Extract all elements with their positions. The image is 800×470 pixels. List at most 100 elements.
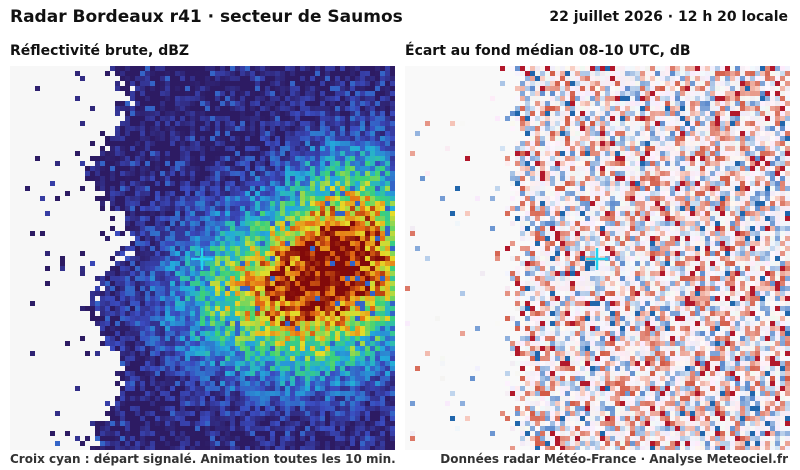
reflectivity-cell [235,126,240,131]
reflectivity-cell [295,221,300,226]
reflectivity-cell [165,321,170,326]
reflectivity-cell [150,286,155,291]
reflectivity-cell [315,221,320,226]
reflectivity-cell [200,271,205,276]
reflectivity-cell [240,361,245,366]
reflectivity-cell [195,391,200,396]
reflectivity-cell [155,181,160,186]
reflectivity-cell [330,146,335,151]
reflectivity-cell [360,426,365,431]
reflectivity-cell [180,81,185,86]
reflectivity-cell [140,351,145,356]
reflectivity-cell [175,286,180,291]
reflectivity-cell [300,86,305,91]
anomaly-cell [605,111,610,116]
reflectivity-cell [295,291,300,296]
reflectivity-cell [375,161,380,166]
reflectivity-cell [385,326,390,331]
reflectivity-cell [175,91,180,96]
reflectivity-cell [260,311,265,316]
reflectivity-cell [110,146,115,151]
reflectivity-cell [150,216,155,221]
reflectivity-cell [300,331,305,336]
reflectivity-cell [345,416,350,421]
reflectivity-cell [100,421,105,426]
reflectivity-cell [285,261,290,266]
reflectivity-cell [175,431,180,436]
reflectivity-cell [375,301,380,306]
anomaly-cell [730,101,735,106]
reflectivity-cell [370,356,375,361]
reflectivity-cell [120,426,125,431]
anomaly-cell [735,66,740,71]
reflectivity-cell [250,146,255,151]
reflectivity-cell [200,231,205,236]
reflectivity-cell [245,406,250,411]
reflectivity-cell [355,346,360,351]
reflectivity-cell [385,431,390,436]
reflectivity-cell [320,426,325,431]
reflectivity-cell [370,196,375,201]
reflectivity-cell [360,326,365,331]
reflectivity-cell [295,351,300,356]
reflectivity-cell [320,71,325,76]
reflectivity-cell [265,311,270,316]
reflectivity-cell [305,141,310,146]
reflectivity-cell [195,411,200,416]
reflectivity-cell [390,406,395,411]
reflectivity-cell [265,266,270,271]
anomaly-cell [720,71,725,76]
reflectivity-cell [145,416,150,421]
reflectivity-cell [350,216,355,221]
reflectivity-cell [290,376,295,381]
reflectivity-cell [150,66,155,71]
reflectivity-cell [140,111,145,116]
reflectivity-cell [180,286,185,291]
reflectivity-cell [185,356,190,361]
reflectivity-cell [350,101,355,106]
anomaly-cell [665,71,670,76]
reflectivity-cell [360,261,365,266]
reflectivity-map[interactable] [10,66,395,450]
anomaly-cell [670,71,675,76]
reflectivity-cell [310,271,315,276]
reflectivity-cell [275,91,280,96]
reflectivity-cell [360,401,365,406]
anomaly-cell [540,111,545,116]
reflectivity-cell [215,416,220,421]
anomaly-cell [560,71,565,76]
reflectivity-cell [125,336,130,341]
reflectivity-cell [140,196,145,201]
reflectivity-cell [235,86,240,91]
reflectivity-cell [140,421,145,426]
reflectivity-cell [385,156,390,161]
anomaly-cell [515,66,520,71]
reflectivity-cell [110,446,115,450]
anomaly-map[interactable] [405,66,790,450]
reflectivity-cell [320,386,325,391]
reflectivity-cell [260,426,265,431]
reflectivity-cell [195,421,200,426]
reflectivity-cell [255,66,260,71]
reflectivity-cell [200,306,205,311]
reflectivity-cell [150,441,155,446]
reflectivity-cell [185,401,190,406]
reflectivity-cell [170,191,175,196]
reflectivity-cell [370,326,375,331]
reflectivity-cell [325,351,330,356]
reflectivity-cell [335,226,340,231]
reflectivity-cell [355,131,360,136]
reflectivity-cell [155,336,160,341]
reflectivity-cell [325,431,330,436]
anomaly-cell [580,86,585,91]
reflectivity-cell [235,221,240,226]
reflectivity-cell [215,426,220,431]
reflectivity-cell [90,421,95,426]
reflectivity-cell [295,201,300,206]
reflectivity-cell [290,106,295,111]
anomaly-cell [555,66,560,71]
reflectivity-cell [315,411,320,416]
reflectivity-cell [350,371,355,376]
reflectivity-cell [320,351,325,356]
reflectivity-cell [355,276,360,281]
